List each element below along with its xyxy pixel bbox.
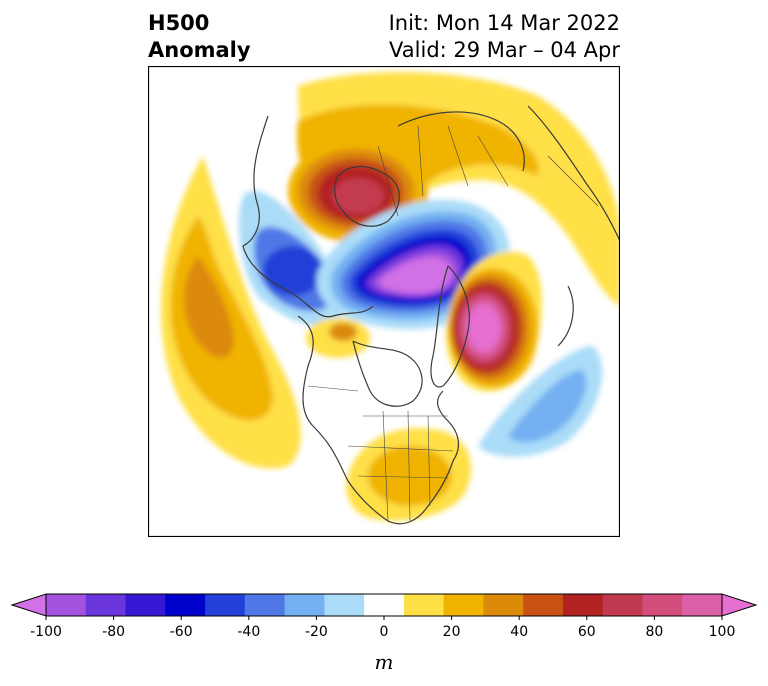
map-frame bbox=[148, 66, 620, 537]
colorbar-ticks: -100 -80 -60 -40 -20 0 20 40 60 80 100 bbox=[30, 616, 735, 640]
colorbar-swatch bbox=[483, 594, 524, 616]
title-anomaly: Anomaly bbox=[148, 38, 251, 62]
colorbar-swatch bbox=[85, 594, 127, 616]
colorbar-tick-label: 0 bbox=[380, 624, 389, 640]
colorbar-tick-label: 60 bbox=[578, 624, 596, 640]
colorbar-swatch bbox=[284, 594, 325, 616]
colorbar-swatch bbox=[602, 594, 643, 616]
valid-range: Valid: 29 Mar – 04 Apr bbox=[389, 38, 620, 62]
pacific-positive-anomaly bbox=[161, 156, 301, 469]
title-variable: H500 bbox=[148, 11, 210, 35]
colorbar-swatch bbox=[642, 594, 683, 616]
colorbar-swatch bbox=[523, 594, 564, 616]
colorbar-swatch bbox=[364, 594, 405, 616]
colorbar-tick-label: 20 bbox=[443, 624, 461, 640]
colorbar-tick-label: -100 bbox=[30, 624, 62, 640]
colorbar-swatch bbox=[443, 594, 484, 616]
colorbar-swatches bbox=[10, 593, 758, 617]
colorbar-extend-high bbox=[721, 593, 758, 617]
eastern-us-positive-anomaly bbox=[346, 428, 472, 521]
colorbar-swatch bbox=[562, 594, 604, 616]
map-title: H500 Anomaly bbox=[148, 10, 251, 64]
colorbar-tick-label: 40 bbox=[510, 624, 528, 640]
colorbar: -100 -80 -60 -40 -20 0 20 40 60 80 100 m bbox=[10, 593, 758, 674]
colorbar-tick-label: 80 bbox=[645, 624, 663, 640]
colorbar-tick-label: -40 bbox=[237, 624, 260, 640]
map-dates: Init: Mon 14 Mar 2022 Valid: 29 Mar – 04… bbox=[389, 10, 620, 64]
anomaly-map bbox=[148, 66, 620, 537]
colorbar-swatch bbox=[682, 594, 723, 616]
alaska-positive-anomaly bbox=[306, 318, 370, 358]
central-asia-negative-anomaly bbox=[238, 190, 342, 327]
colorbar-extend-low bbox=[10, 593, 47, 617]
colorbar-swatch bbox=[46, 594, 87, 616]
colorbar-swatch bbox=[165, 594, 206, 616]
colorbar-tick-label: -60 bbox=[170, 624, 193, 640]
scandinavia-positive-anomaly bbox=[288, 139, 428, 243]
atlantic-negative-anomaly bbox=[478, 346, 603, 457]
init-date: Init: Mon 14 Mar 2022 bbox=[388, 11, 620, 35]
colorbar-tick-label: 100 bbox=[709, 624, 736, 640]
colorbar-unit: m bbox=[375, 650, 394, 674]
colorbar-tick-label: -80 bbox=[102, 624, 125, 640]
colorbar-swatch bbox=[205, 594, 246, 616]
colorbar-swatch bbox=[403, 594, 445, 616]
colorbar-tick-label: -20 bbox=[305, 624, 328, 640]
colorbar-swatch bbox=[125, 594, 166, 616]
political-borders bbox=[307, 125, 599, 522]
colorbar-swatch bbox=[244, 594, 286, 616]
colorbar-swatch bbox=[324, 594, 365, 616]
greenland-positive-anomaly bbox=[446, 251, 542, 392]
